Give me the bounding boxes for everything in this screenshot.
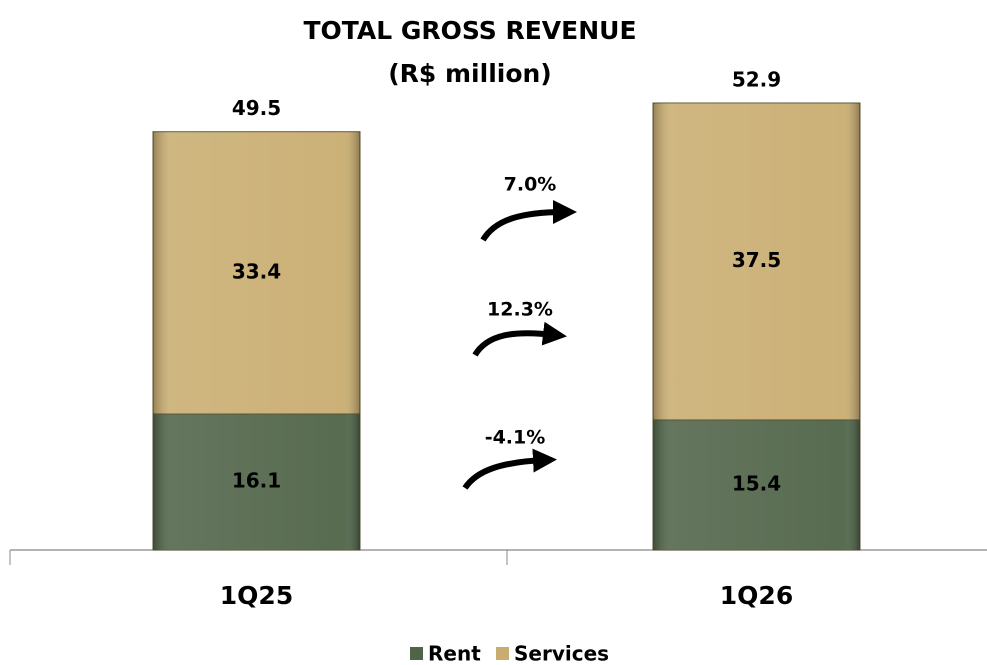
value-label: 15.4: [732, 471, 781, 495]
value-label: 33.4: [232, 259, 281, 283]
growth-label: -4.1%: [485, 427, 546, 449]
x-tick-label: 1Q26: [720, 581, 793, 610]
growth-arrow: [472, 321, 567, 357]
value-label: 16.1: [232, 468, 281, 492]
value-label: 37.5: [732, 248, 781, 272]
legend-label: Services: [514, 642, 609, 665]
total-label: 52.9: [732, 67, 781, 91]
legend-label: Rent: [428, 642, 481, 665]
growth-label: 12.3%: [487, 299, 553, 321]
growth-arrow: [462, 448, 557, 490]
chart-title: TOTAL GROSS REVENUE: [303, 16, 636, 45]
bar-shade: [153, 413, 360, 550]
total-label: 49.5: [232, 96, 281, 120]
legend-swatch: [496, 647, 509, 660]
growth-arrow: [480, 200, 577, 242]
bar-shade: [653, 102, 860, 420]
chart-subtitle: (R$ million): [388, 59, 552, 88]
x-tick-label: 1Q25: [220, 581, 293, 610]
bar-shade: [153, 131, 360, 414]
legend-swatch: [410, 647, 423, 660]
bar-shade: [653, 419, 860, 550]
growth-label: 7.0%: [504, 174, 557, 196]
